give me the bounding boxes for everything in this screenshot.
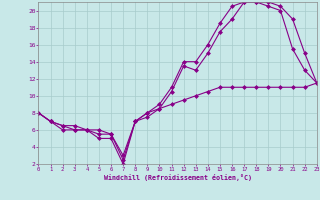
X-axis label: Windchill (Refroidissement éolien,°C): Windchill (Refroidissement éolien,°C) [104, 174, 252, 181]
